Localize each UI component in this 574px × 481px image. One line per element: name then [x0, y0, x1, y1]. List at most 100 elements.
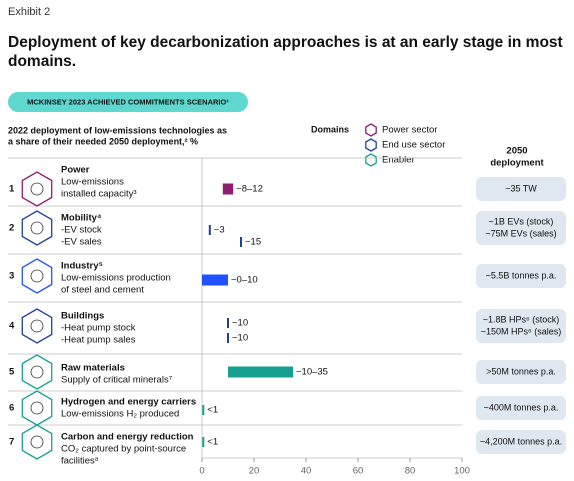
value-label: ~15 [245, 237, 261, 248]
deployment-box [476, 309, 566, 343]
legend-hexagon [365, 153, 377, 167]
deployment-text: ~35 TW [505, 183, 537, 193]
row-icon [21, 210, 53, 246]
legend-label: End use sector [382, 140, 445, 151]
row-description: Low-emissions H₂ produced [61, 409, 179, 420]
row-title: Buildings [61, 311, 104, 322]
row-number: 7 [9, 437, 14, 448]
value-label: ~10 [232, 333, 248, 344]
value-marker [227, 333, 229, 343]
row-icon-glyph [30, 269, 44, 283]
value-marker [208, 225, 211, 235]
x-tick-label: 100 [454, 466, 470, 477]
row-icon-glyph [30, 435, 44, 449]
deployment-text: ~150M HPs⁶ (sales) [481, 326, 561, 336]
scenario-pill [8, 92, 248, 112]
x-tick-label: 0 [199, 466, 204, 477]
row-icon-glyph [30, 182, 44, 196]
row-description: -EV sales [61, 237, 102, 248]
row-number: 1 [9, 184, 15, 195]
row-number: 5 [9, 367, 15, 378]
range-bar [202, 274, 228, 286]
row-icon [21, 171, 53, 207]
value-label: ~0–10 [231, 275, 258, 286]
value-label: ~10–35 [296, 367, 328, 378]
row-description: -Heat pump sales [61, 335, 136, 346]
row-title: Industry⁵ [61, 261, 103, 272]
x-tick-label: 40 [301, 466, 312, 477]
value-bar [202, 237, 241, 247]
row-description: Low-emissions [61, 177, 124, 188]
value-marker [202, 405, 205, 415]
row-icon [21, 390, 53, 426]
value-marker [227, 318, 229, 328]
row-number: 6 [9, 403, 14, 414]
row-icon-glyph [30, 221, 44, 235]
deployment-box [476, 430, 566, 454]
row-number: 3 [9, 271, 14, 282]
value-label: ~8–12 [236, 184, 263, 195]
value-bar [202, 333, 228, 343]
legend-hexagon [365, 123, 377, 137]
deployment-text: ~75M EVs (sales) [485, 228, 556, 238]
x-tick-label: 20 [249, 466, 260, 477]
x-tick-label: 80 [405, 466, 416, 477]
subtitle-line: a share of their needed 2050 deployment,… [8, 136, 198, 146]
row-title: Hydrogen and energy carriers [61, 397, 196, 408]
legend-title: Domains [311, 124, 349, 134]
row-description: -Heat pump stock [61, 323, 136, 334]
row-icon-glyph [30, 365, 44, 379]
deployment-box [476, 396, 566, 420]
value-bar [202, 318, 228, 328]
row-icon-glyph [30, 319, 44, 333]
value-label: <1 [207, 405, 218, 416]
row-description: installed capacity³ [61, 189, 137, 200]
row-description: facilities⁸ [61, 456, 99, 467]
deployment-box [476, 264, 566, 288]
deployment-text: ~5.5B tonnes p.a. [486, 270, 557, 280]
row-icon [21, 354, 53, 390]
row-title: Mobility⁴ [61, 213, 102, 224]
exhibit-label: Exhibit 2 [8, 6, 50, 18]
deployment-box [476, 211, 566, 245]
row-icon [21, 424, 53, 460]
right-header: deployment [490, 158, 544, 169]
value-bar [202, 225, 210, 235]
title-line: Deployment of key decarbonization approa… [8, 34, 563, 51]
scenario-label: MCKINSEY 2023 ACHIEVED COMMITMENTS SCENA… [27, 97, 229, 106]
row-number: 2 [9, 223, 14, 234]
value-marker [240, 237, 242, 247]
row-description: Low-emissions production [61, 273, 171, 284]
row-title: Power [61, 165, 90, 176]
value-marker [202, 437, 205, 447]
row-description: Supply of critical minerals⁷ [61, 375, 173, 386]
row-title: Raw materials [61, 363, 125, 374]
x-tick-label: 60 [353, 466, 364, 477]
subtitle-line: 2022 deployment of low-emissions technol… [8, 125, 227, 135]
right-header: 2050 [506, 146, 527, 157]
title-line: domains. [8, 53, 76, 70]
deployment-text: ~4,200M tonnes p.a. [480, 436, 562, 446]
range-bar [222, 183, 234, 195]
deployment-box [476, 177, 566, 201]
deployment-text: ~1B EVs (stock) [489, 216, 554, 226]
row-number: 4 [9, 321, 15, 332]
row-icon [21, 308, 53, 344]
value-label: ~3 [214, 225, 225, 236]
range-bar [228, 366, 293, 378]
row-description: of steel and cement [61, 285, 144, 296]
deployment-text: ~400M tonnes p.a. [484, 402, 559, 412]
deployment-box [476, 360, 566, 384]
legend-hexagon [365, 138, 377, 152]
legend-label: Enabler [382, 155, 415, 166]
row-icon [21, 258, 53, 294]
deployment-text: ~1.8B HPs⁶ (stock) [483, 314, 559, 324]
value-label: ~10 [232, 318, 248, 329]
legend-label: Power sector [382, 125, 437, 136]
deployment-text: >50M tonnes p.a. [486, 366, 556, 376]
row-icon-glyph [30, 401, 44, 415]
row-description: CO₂ captured by point-source [61, 444, 186, 455]
value-label: <1 [207, 437, 218, 448]
row-title: Carbon and energy reduction [61, 432, 194, 443]
